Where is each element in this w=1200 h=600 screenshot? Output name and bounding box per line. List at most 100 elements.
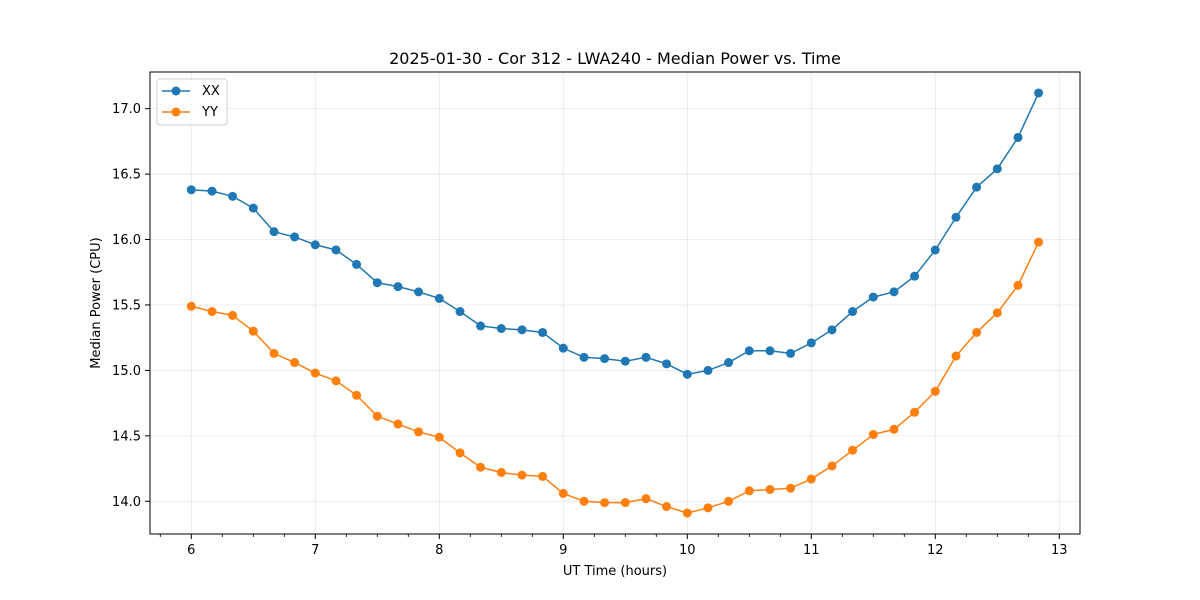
- x-tick-label: 7: [311, 543, 319, 558]
- x-tick-label: 9: [559, 543, 567, 558]
- y-tick-label: 14.0: [112, 495, 141, 510]
- data-point-xx: [807, 338, 816, 347]
- x-tick-label: 8: [435, 543, 443, 558]
- data-point-xx: [476, 321, 485, 330]
- y-tick-label: 14.5: [112, 429, 141, 444]
- data-point-xx: [910, 272, 919, 281]
- data-point-xx: [952, 213, 961, 222]
- data-point-xx: [332, 245, 341, 254]
- y-tick-label: 16.5: [112, 168, 141, 183]
- data-point-yy: [187, 302, 196, 311]
- data-point-yy: [766, 485, 775, 494]
- data-point-xx: [931, 245, 940, 254]
- legend-label-xx: XX: [202, 84, 220, 99]
- data-point-yy: [435, 433, 444, 442]
- data-point-yy: [993, 308, 1002, 317]
- data-point-xx: [373, 278, 382, 287]
- data-point-xx: [249, 204, 258, 213]
- median-power-chart: 2025-01-30 - Cor 312 - LWA240 - Median P…: [0, 0, 1200, 600]
- chart-title: 2025-01-30 - Cor 312 - LWA240 - Median P…: [389, 49, 841, 68]
- data-point-xx: [538, 328, 547, 337]
- data-point-yy: [931, 387, 940, 396]
- data-point-xx: [786, 349, 795, 358]
- data-point-yy: [704, 503, 713, 512]
- legend: XX YY: [157, 79, 227, 125]
- data-point-yy: [1034, 238, 1043, 247]
- data-point-xx: [848, 307, 857, 316]
- data-point-yy: [476, 463, 485, 472]
- data-point-xx: [745, 346, 754, 355]
- data-point-yy: [518, 471, 527, 480]
- data-point-yy: [786, 484, 795, 493]
- x-tick-label: 12: [927, 543, 944, 558]
- data-point-yy: [807, 475, 816, 484]
- data-point-xx: [208, 187, 217, 196]
- data-point-yy: [208, 307, 217, 316]
- data-point-yy: [683, 509, 692, 518]
- data-point-yy: [621, 498, 630, 507]
- x-tick-label: 11: [803, 543, 820, 558]
- data-point-yy: [497, 468, 506, 477]
- data-point-yy: [311, 369, 320, 378]
- data-point-xx: [869, 293, 878, 302]
- data-point-yy: [910, 408, 919, 417]
- data-point-xx: [890, 287, 899, 296]
- data-point-yy: [848, 446, 857, 455]
- data-point-xx: [766, 346, 775, 355]
- data-point-yy: [642, 494, 651, 503]
- data-point-xx: [642, 353, 651, 362]
- x-tick-label: 13: [1051, 543, 1068, 558]
- data-point-xx: [1034, 88, 1043, 97]
- data-point-xx: [497, 324, 506, 333]
- data-point-xx: [972, 183, 981, 192]
- data-point-xx: [993, 164, 1002, 173]
- data-point-xx: [559, 344, 568, 353]
- data-point-xx: [311, 240, 320, 249]
- data-point-yy: [270, 349, 279, 358]
- data-point-yy: [456, 448, 465, 457]
- data-point-yy: [869, 430, 878, 439]
- data-point-xx: [352, 260, 361, 269]
- data-point-xx: [187, 185, 196, 194]
- data-point-xx: [600, 354, 609, 363]
- data-point-xx: [228, 192, 237, 201]
- data-point-xx: [1014, 133, 1023, 142]
- data-point-yy: [724, 497, 733, 506]
- x-tick-label: 10: [679, 543, 696, 558]
- data-point-yy: [394, 420, 403, 429]
- data-point-yy: [559, 489, 568, 498]
- data-point-xx: [270, 227, 279, 236]
- legend-marker-yy: [172, 108, 181, 117]
- data-point-xx: [414, 287, 423, 296]
- data-point-xx: [828, 325, 837, 334]
- data-point-yy: [414, 427, 423, 436]
- legend-label-yy: YY: [201, 105, 218, 120]
- data-point-xx: [394, 282, 403, 291]
- data-point-xx: [290, 232, 299, 241]
- data-point-yy: [332, 376, 341, 385]
- data-point-yy: [972, 328, 981, 337]
- data-point-xx: [704, 366, 713, 375]
- data-point-yy: [580, 497, 589, 506]
- y-axis-label: Median Power (CPU): [89, 237, 104, 368]
- y-tick-label: 15.0: [112, 364, 141, 379]
- data-point-yy: [249, 327, 258, 336]
- y-tick-label: 17.0: [112, 102, 141, 117]
- data-point-xx: [662, 359, 671, 368]
- data-point-yy: [290, 358, 299, 367]
- data-point-xx: [621, 357, 630, 366]
- data-point-xx: [580, 353, 589, 362]
- data-point-yy: [952, 352, 961, 361]
- data-point-yy: [538, 472, 547, 481]
- data-point-xx: [435, 294, 444, 303]
- y-tick-label: 15.5: [112, 298, 141, 313]
- data-point-xx: [683, 370, 692, 379]
- data-point-xx: [724, 358, 733, 367]
- legend-marker-xx: [172, 87, 181, 96]
- data-point-yy: [373, 412, 382, 421]
- data-point-yy: [828, 461, 837, 470]
- data-point-yy: [1014, 281, 1023, 290]
- data-point-yy: [600, 498, 609, 507]
- data-point-yy: [890, 425, 899, 434]
- x-axis-label: UT Time (hours): [563, 564, 667, 579]
